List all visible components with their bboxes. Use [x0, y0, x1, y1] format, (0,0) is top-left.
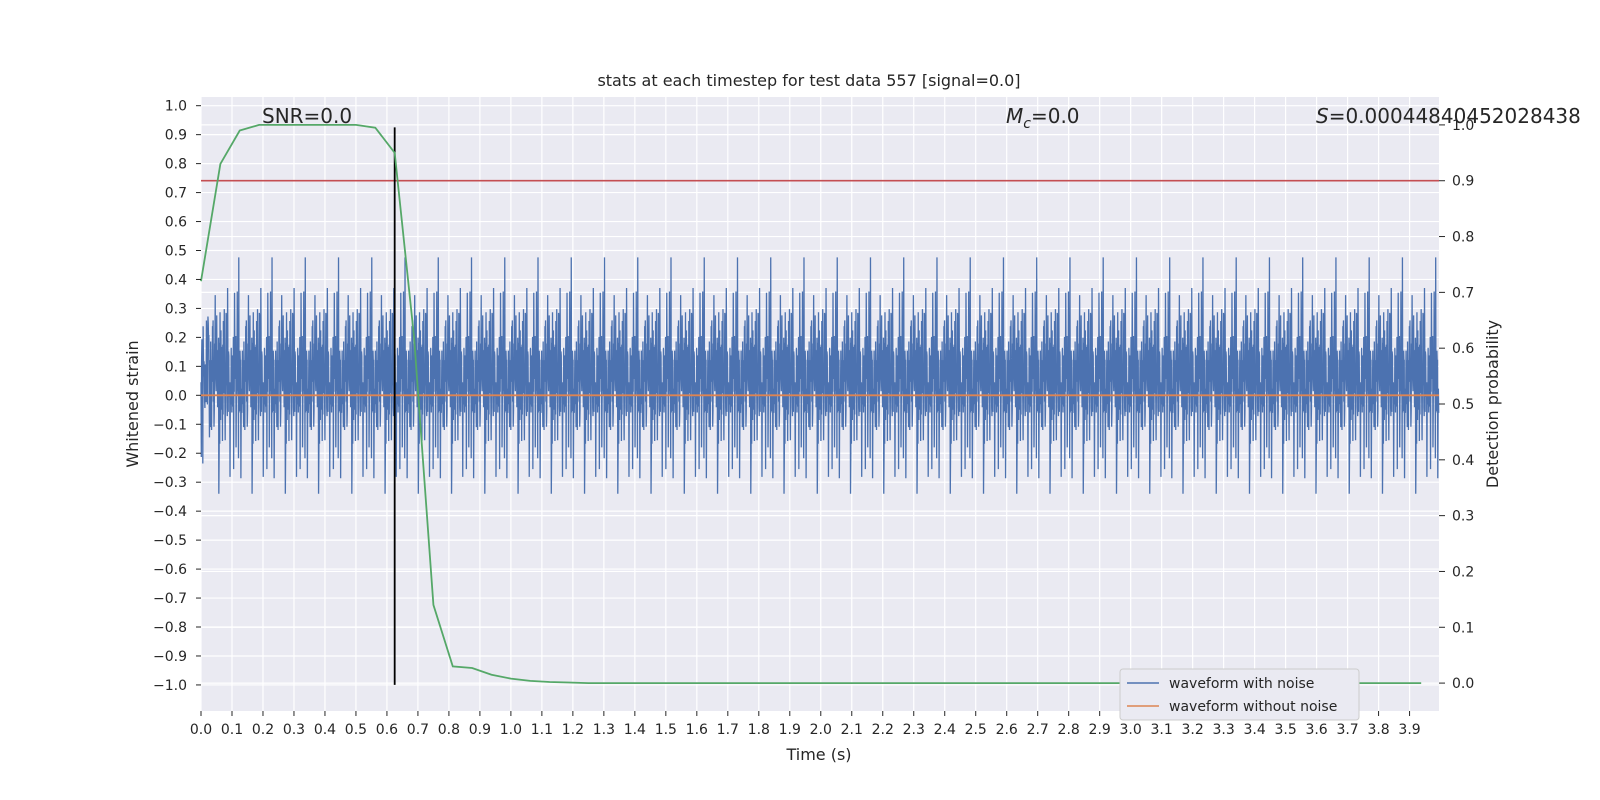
y2-tick-label: 0.4 [1452, 453, 1474, 469]
legend-box [1119, 668, 1360, 721]
x-tick-label: 0.7 [407, 722, 429, 738]
x-tick-label: 1.3 [593, 722, 615, 738]
mc-subscript: c [1023, 116, 1031, 132]
x-tick-label: 1.7 [717, 722, 739, 738]
x-tick-label: 3.1 [1151, 722, 1173, 738]
x-tick-label: 0.8 [438, 722, 460, 738]
s-annotation: S=0.00044840452028438 [1316, 104, 1581, 128]
x-tick-label: 0.0 [190, 722, 212, 738]
chart-title: stats at each timestep for test data 557… [597, 71, 1020, 90]
x-tick-label: 1.5 [655, 722, 677, 738]
mc-symbol: M [1006, 104, 1023, 128]
y2-tick-label: 0.2 [1452, 564, 1474, 580]
y-tick-label: −1.0 [153, 678, 187, 694]
y-tick-label: 0.8 [165, 157, 187, 173]
y-axis-label: Whitened strain [123, 340, 142, 467]
y2-tick-label: 0.8 [1452, 230, 1474, 246]
y2-tick-label: 0.1 [1452, 620, 1474, 636]
x-tick-label: 1.2 [562, 722, 584, 738]
x-tick-label: 1.6 [686, 722, 708, 738]
x-tick-label: 3.7 [1336, 722, 1358, 738]
x-tick-label: 2.2 [872, 722, 894, 738]
x-tick-label: 3.4 [1243, 722, 1265, 738]
x-tick-label: 0.9 [469, 722, 491, 738]
y2-tick-label: 0.7 [1452, 285, 1474, 301]
y-tick-label: 0.4 [165, 272, 187, 288]
y-tick-label: −0.5 [153, 533, 187, 549]
x-axis-label: Time (s) [785, 745, 851, 764]
legend: waveform with noise waveform without noi… [1119, 668, 1360, 721]
x-tick-label: 0.2 [252, 722, 274, 738]
y-tick-label: −0.3 [153, 475, 187, 491]
y-tick-label: 0.5 [165, 244, 187, 260]
y-tick-label: −0.7 [153, 591, 187, 607]
x-tick-label: 2.4 [934, 722, 956, 738]
y-tick-label: −0.6 [153, 562, 187, 578]
y-tick-label: 0.7 [165, 186, 187, 202]
y-tick-label: 0.9 [165, 128, 187, 144]
y-tick-label: −0.1 [153, 417, 187, 433]
y-tick-label: 1.0 [165, 99, 187, 115]
series-detection-probability [200, 124, 1422, 684]
y-ticks: −1.0 −0.9 −0.8 −0.7 −0.6 −0.5 −0.4 −0.3 −0.2 −0.1… [153, 99, 201, 694]
y-tick-label: 0.0 [165, 388, 187, 404]
y2-tick-label: 0.0 [1452, 676, 1474, 692]
x-tick-label: 3.9 [1398, 722, 1420, 738]
x-tick-label: 2.1 [841, 722, 863, 738]
x-tick-label: 1.8 [748, 722, 770, 738]
y2-tick-label: 0.3 [1452, 509, 1474, 525]
y-tick-label: 0.6 [165, 215, 187, 231]
x-tick-label: 2.6 [996, 722, 1018, 738]
legend-label-noise: waveform with noise [1169, 676, 1314, 692]
series-waveform-with-noise [200, 257, 1440, 494]
y-tick-label: 0.1 [165, 359, 187, 375]
x-tick-label: 1.9 [779, 722, 801, 738]
y-tick-label: −0.9 [153, 649, 187, 665]
y2-tick-label: 0.6 [1452, 341, 1474, 357]
x-tick-label: 2.7 [1027, 722, 1049, 738]
x-ticks: 0.0 0.1 0.2 0.3 0.4 0.5 0.6 0.7 0.8 0.9 1.0 1.1 1.2 1… [190, 711, 1421, 738]
x-tick-label: 2.0 [810, 722, 832, 738]
x-tick-label: 3.2 [1182, 722, 1204, 738]
x-tick-label: 3.6 [1305, 722, 1327, 738]
chirp-mass-annotation: Mc=0.0 [1006, 104, 1080, 132]
s-value: =0.00044840452028438 [1329, 104, 1581, 128]
noise-trace [200, 257, 1440, 494]
y2-axis-label: Detection probability [1483, 320, 1502, 488]
mc-value: =0.0 [1031, 104, 1080, 128]
y2-ticks: 0.0 0.1 0.2 0.3 0.4 0.5 0.6 0.7 0.8 0.9 1.0 [1439, 118, 1474, 692]
x-tick-label: 2.3 [903, 722, 925, 738]
x-tick-label: 0.1 [221, 722, 243, 738]
x-tick-label: 3.5 [1274, 722, 1296, 738]
y-tick-label: 0.3 [165, 301, 187, 317]
x-tick-label: 2.8 [1058, 722, 1080, 738]
y-tick-label: −0.2 [153, 446, 187, 462]
x-tick-label: 2.9 [1089, 722, 1111, 738]
x-tick-label: 1.1 [531, 722, 553, 738]
x-tick-label: 2.5 [965, 722, 987, 738]
x-tick-label: 3.3 [1212, 722, 1234, 738]
x-tick-label: 0.3 [283, 722, 305, 738]
x-tick-label: 0.5 [345, 722, 367, 738]
s-symbol: S [1316, 104, 1329, 128]
y-tick-label: 0.2 [165, 330, 187, 346]
y2-tick-label: 1.0 [1452, 118, 1474, 134]
snr-annotation: SNR=0.0 [262, 104, 352, 128]
y-tick-label: −0.4 [153, 504, 187, 520]
x-tick-label: 3.0 [1120, 722, 1142, 738]
legend-label-clean: waveform without noise [1169, 699, 1337, 715]
x-tick-label: 0.4 [314, 722, 336, 738]
y-tick-label: −0.8 [153, 620, 187, 636]
x-tick-label: 0.6 [376, 722, 398, 738]
x-tick-label: 1.4 [624, 722, 646, 738]
y2-tick-label: 0.9 [1452, 174, 1474, 190]
x-tick-label: 3.8 [1367, 722, 1389, 738]
x-tick-label: 1.0 [500, 722, 522, 738]
y2-tick-label: 0.5 [1452, 397, 1474, 413]
